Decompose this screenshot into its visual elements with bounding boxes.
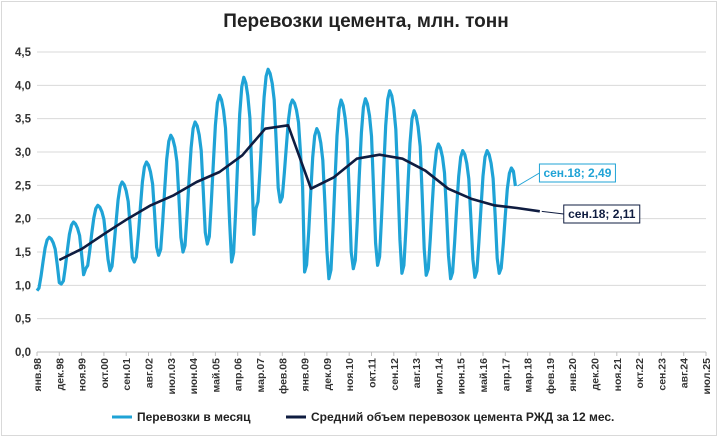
legend-label-monthly: Перевозки в месяц [137, 410, 251, 424]
x-tick-label: окт.22 [634, 358, 646, 389]
legend: Перевозки в месяц Средний объем перевозок… [112, 410, 614, 424]
x-tick-label: ноя.99 [77, 358, 89, 392]
x-tick-label: окт.00 [99, 358, 111, 389]
x-tick-label: мар.07 [255, 358, 267, 393]
x-tick-label: май.16 [478, 358, 490, 393]
x-tick-label: янв.09 [300, 358, 312, 392]
y-axis-ticks: 0,0 0,5 1,0 1,5 2,0 2,5 3,0 3,5 4,0 4,5 [15, 47, 32, 359]
average-end-leader [541, 210, 564, 215]
series-lines [35, 67, 540, 292]
monthly-end-leader [517, 172, 540, 187]
y-tick-label: 1,5 [15, 247, 32, 259]
x-axis-ticks: янв.98 дек.98 ноя.99 окт.00 сен.01 авг.02 июл.… [32, 352, 713, 394]
series-line-monthly [35, 67, 517, 292]
x-tick-label: июл.03 [166, 358, 178, 395]
chart-title: Перевозки цемента, млн. тонн [223, 11, 508, 32]
legend-label-average: Средний объем перевозок цемента РЖД за 1… [311, 410, 614, 424]
x-tick-label: ноя.21 [612, 358, 624, 392]
x-tick-label: мар.18 [523, 358, 535, 393]
x-tick-label: апр.17 [500, 358, 512, 391]
x-tick-label: авг.02 [144, 358, 156, 388]
y-tick-label: 2,5 [15, 180, 32, 192]
average-end-label: сен.18; 2,11 [568, 207, 636, 221]
monthly-end-label: сен.18; 2,49 [543, 166, 611, 180]
x-tick-label: дек.09 [322, 358, 334, 391]
x-tick-label: янв.98 [32, 358, 44, 392]
average-end-box [563, 204, 641, 224]
x-tick-label: сен.12 [389, 358, 401, 391]
x-tick-label: фев.08 [277, 358, 289, 394]
x-tick-label: сен.01 [121, 358, 133, 391]
y-tick-label: 0,5 [15, 314, 32, 326]
end-annotations: сен.18; 2,49 сен.18; 2,11 [517, 163, 641, 224]
x-tick-label: дек.98 [54, 358, 66, 391]
x-tick-label: фев.19 [545, 358, 557, 394]
x-tick-label: сен.23 [656, 358, 668, 391]
y-tick-label: 0,0 [15, 347, 31, 359]
x-tick-label: окт.11 [367, 358, 379, 388]
y-tick-label: 4,0 [15, 80, 31, 92]
y-tick-label: 3,0 [15, 147, 31, 159]
x-tick-label: июн.04 [188, 358, 200, 395]
x-tick-label: дек.20 [590, 358, 602, 391]
series-line-average [58, 124, 540, 262]
x-tick-label: июн.15 [456, 358, 468, 395]
y-tick-label: 3,5 [15, 114, 32, 126]
x-tick-label: ноя.10 [344, 358, 356, 392]
x-tick-label: май.05 [210, 358, 222, 393]
y-tick-label: 2,0 [15, 214, 31, 226]
x-tick-label: июл.14 [433, 358, 445, 395]
x-tick-label: янв.20 [567, 358, 579, 392]
y-tick-label: 1,0 [15, 280, 31, 292]
x-tick-label: июл.25 [701, 358, 713, 395]
x-tick-label: авг.13 [411, 358, 423, 388]
x-tick-label: авг.24 [679, 358, 691, 388]
gridlines [37, 51, 706, 353]
x-tick-label: апр.06 [233, 358, 245, 391]
y-tick-label: 4,5 [15, 47, 32, 59]
monthly-end-box [538, 163, 616, 183]
